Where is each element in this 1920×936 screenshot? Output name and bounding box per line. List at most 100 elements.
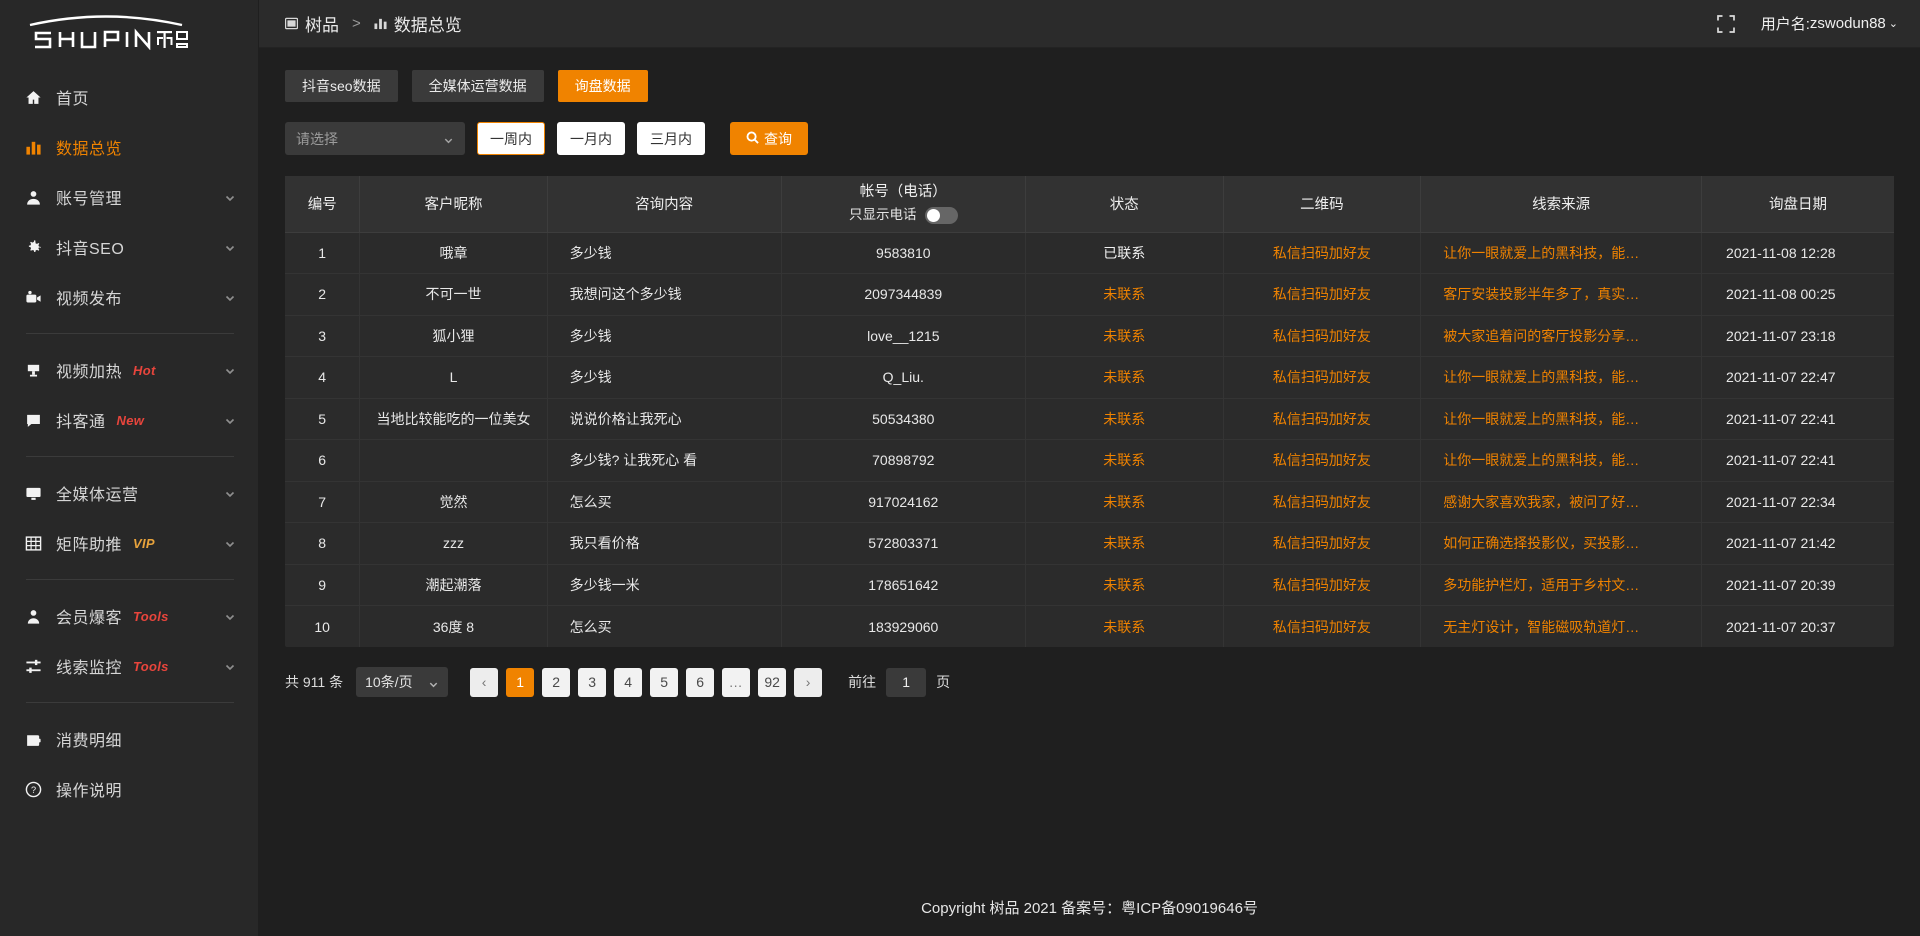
cell-id: 6 xyxy=(285,439,361,482)
cell-date: 2021-11-07 20:39 xyxy=(1701,564,1894,606)
qr-scan-add-friend-link[interactable]: 扫码加好友 xyxy=(1300,327,1371,344)
pagination-page-2[interactable]: 2 xyxy=(542,667,571,697)
cell-qrcode[interactable]: 私信扫码加好友 xyxy=(1223,356,1422,399)
cell-id: 9 xyxy=(285,564,361,606)
sidebar-item-label: 视频加热 xyxy=(56,364,123,381)
pagination-jump-input[interactable] xyxy=(886,667,927,697)
user-menu[interactable]: 用户名: zswodun88 ⌄ xyxy=(1761,13,1898,34)
cell-content: 我只看价格 xyxy=(547,522,782,565)
sidebar-item-lead-monitor[interactable]: 线索监控 Tools xyxy=(0,641,258,691)
sidebar-item-data-overview[interactable]: 数据总览 xyxy=(0,122,258,172)
cell-nickname: 哦章 xyxy=(359,232,548,274)
sidebar-item-video-publish[interactable]: 视频发布 xyxy=(0,272,258,322)
qr-scan-add-friend-link[interactable]: 扫码加好友 xyxy=(1300,369,1371,386)
pagination-page-1[interactable]: 1 xyxy=(506,667,535,697)
qr-scan-add-friend-link[interactable]: 扫码加好友 xyxy=(1300,493,1371,510)
qr-scan-add-friend-link[interactable]: 扫码加好友 xyxy=(1300,452,1371,469)
query-button[interactable]: 查询 xyxy=(730,122,808,155)
range-one-week-button[interactable]: 一周内 xyxy=(477,122,545,155)
cell-qrcode[interactable]: 私信扫码加好友 xyxy=(1223,439,1422,482)
brand-logo[interactable] xyxy=(0,0,258,62)
account-select[interactable]: 请选择 xyxy=(285,122,465,155)
cell-qrcode[interactable]: 私信扫码加好友 xyxy=(1223,605,1422,647)
sidebar-item-douketong[interactable]: 抖客通 New xyxy=(0,395,258,445)
cell-source[interactable]: 多功能护栏灯，适用于乡村文… xyxy=(1420,564,1703,606)
cell-source[interactable]: 让你一眼就爱上的黑科技，能… xyxy=(1420,439,1703,482)
pagination-next-button[interactable]: › xyxy=(794,667,823,697)
sidebar-item-douyin-seo[interactable]: 抖音SEO xyxy=(0,222,258,272)
qr-private-message-link[interactable]: 私信 xyxy=(1272,452,1301,469)
pagination-page-6[interactable]: 6 xyxy=(686,667,715,697)
chevron-down-icon xyxy=(224,364,236,376)
inquiry-table-wrap: 编号 客户昵称 咨询内容 帐号（电话） 只显示电话 xyxy=(285,176,1894,647)
pagination-page-5[interactable]: 5 xyxy=(650,667,679,697)
sidebar-item-account-management[interactable]: 账号管理 xyxy=(0,172,258,222)
sidebar-item-video-boost[interactable]: 视频加热 Hot xyxy=(0,345,258,395)
qr-private-message-link[interactable]: 私信 xyxy=(1272,244,1301,261)
qr-scan-add-friend-link[interactable]: 扫码加好友 xyxy=(1300,286,1371,303)
phone-only-toggle[interactable] xyxy=(924,206,958,224)
pagination-page-4[interactable]: 4 xyxy=(614,667,643,697)
cell-account: 572803371 xyxy=(781,522,1027,565)
breadcrumb-current[interactable]: 数据总览 xyxy=(393,16,462,35)
cell-source[interactable]: 让你一眼就爱上的黑科技，能… xyxy=(1420,398,1703,440)
cell-qrcode[interactable]: 私信扫码加好友 xyxy=(1223,398,1422,440)
pagination-prev-button[interactable]: ‹ xyxy=(470,667,499,697)
cell-qrcode[interactable]: 私信扫码加好友 xyxy=(1223,481,1422,523)
tab-omnimedia-operation-data[interactable]: 全媒体运营数据 xyxy=(411,70,544,102)
qr-scan-add-friend-link[interactable]: 扫码加好友 xyxy=(1300,535,1371,552)
qr-scan-add-friend-link[interactable]: 扫码加好友 xyxy=(1300,576,1371,593)
tab-douyin-seo-data[interactable]: 抖音seo数据 xyxy=(285,70,398,102)
qr-private-message-link[interactable]: 私信 xyxy=(1272,535,1301,552)
qr-private-message-link[interactable]: 私信 xyxy=(1272,493,1301,510)
cell-source[interactable]: 感谢大家喜欢我家，被问了好… xyxy=(1420,481,1703,523)
cell-date: 2021-11-07 20:37 xyxy=(1726,618,1836,635)
sidebar-item-consumption-details[interactable]: 消费明细 xyxy=(0,714,258,764)
cell-qrcode[interactable]: 私信扫码加好友 xyxy=(1223,564,1422,606)
cell-source[interactable]: 让你一眼就爱上的黑科技，能… xyxy=(1420,356,1703,399)
pagination-ellipsis[interactable]: … xyxy=(722,667,751,697)
qr-private-message-link[interactable]: 私信 xyxy=(1272,327,1301,344)
table-row: 5 当地比较能吃的一位美女 说说价格让我死心 50534380 未联系 私信扫码加好友 让你… xyxy=(285,398,1894,440)
pagination-page-3[interactable]: 3 xyxy=(578,667,607,697)
sidebar-item-label: 全媒体运营 xyxy=(56,487,139,504)
qr-private-message-link[interactable]: 私信 xyxy=(1272,410,1301,427)
home-icon xyxy=(24,88,43,107)
cell-date: 2021-11-07 22:41 xyxy=(1701,398,1894,440)
qr-private-message-link[interactable]: 私信 xyxy=(1272,618,1301,635)
tab-inquiry-data[interactable]: 询盘数据 xyxy=(557,70,648,102)
pagination-page-92[interactable]: 92 xyxy=(758,667,787,697)
cell-account: love__1215 xyxy=(781,315,1027,357)
monitor-icon xyxy=(24,484,43,503)
fullscreen-icon[interactable] xyxy=(1716,14,1735,33)
qr-scan-add-friend-link[interactable]: 扫码加好友 xyxy=(1300,244,1371,261)
sidebar-item-home[interactable]: 首页 xyxy=(0,72,258,122)
breadcrumb-separator: > xyxy=(352,15,361,32)
qr-scan-add-friend-link[interactable]: 扫码加好友 xyxy=(1300,410,1371,427)
breadcrumb-root[interactable]: 树品 xyxy=(305,16,339,35)
range-three-month-button[interactable]: 三月内 xyxy=(637,122,705,155)
qr-private-message-link[interactable]: 私信 xyxy=(1272,576,1301,593)
cell-source[interactable]: 让你一眼就爱上的黑科技，能… xyxy=(1420,232,1703,274)
chevron-down-icon xyxy=(224,291,236,303)
qr-private-message-link[interactable]: 私信 xyxy=(1272,369,1301,386)
cell-qrcode[interactable]: 私信扫码加好友 xyxy=(1223,232,1422,274)
sidebar-item-matrix-boost[interactable]: 矩阵助推 VIP xyxy=(0,518,258,568)
cell-source[interactable]: 无主灯设计，智能磁吸轨道灯… xyxy=(1420,605,1703,647)
sidebar-item-member-boom[interactable]: 会员爆客 Tools xyxy=(0,591,258,641)
cell-content: 多少钱 xyxy=(547,356,782,399)
range-one-month-button[interactable]: 一月内 xyxy=(557,122,625,155)
cell-source[interactable]: 被大家追着问的客厅投影分享… xyxy=(1420,315,1703,357)
cell-id: 4 xyxy=(285,356,361,399)
sidebar-item-instructions[interactable]: ? 操作说明 xyxy=(0,764,258,814)
qr-private-message-link[interactable]: 私信 xyxy=(1272,286,1301,303)
sidebar-item-omnimedia-operations[interactable]: 全媒体运营 xyxy=(0,468,258,518)
cell-source[interactable]: 如何正确选择投影仪，买投影… xyxy=(1420,522,1703,565)
page-size-select[interactable]: 10条/页 xyxy=(356,667,449,697)
cell-source[interactable]: 客厅安装投影半年多了，真实… xyxy=(1420,273,1703,316)
cell-qrcode[interactable]: 私信扫码加好友 xyxy=(1223,273,1422,316)
qr-scan-add-friend-link[interactable]: 扫码加好友 xyxy=(1300,618,1371,635)
cell-qrcode[interactable]: 私信扫码加好友 xyxy=(1223,522,1422,565)
cell-qrcode[interactable]: 私信扫码加好友 xyxy=(1223,315,1422,357)
